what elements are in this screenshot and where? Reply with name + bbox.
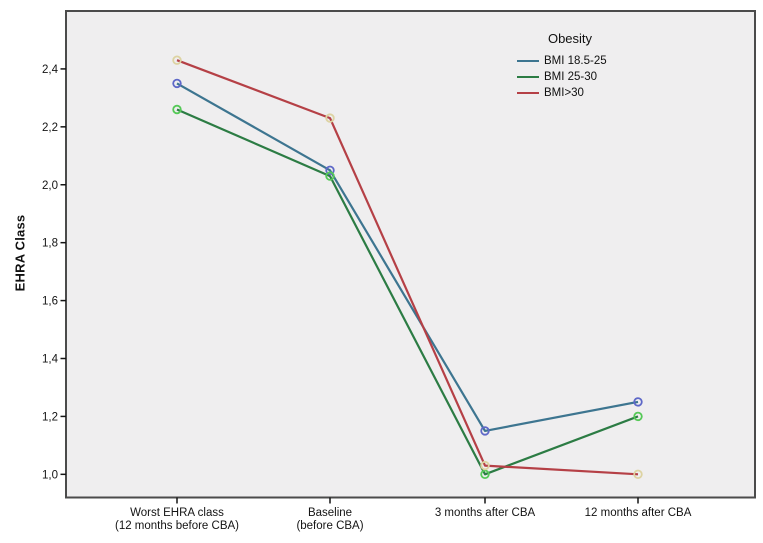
legend-item: BMI 18.5-25 <box>517 53 635 69</box>
data-point-marker <box>172 104 182 115</box>
data-point-marker <box>172 55 182 65</box>
legend-title: Obesity <box>547 31 593 46</box>
legend-item-label: BMI 25-30 <box>544 71 598 83</box>
data-point-marker <box>480 469 490 479</box>
data-point-marker <box>325 171 335 181</box>
data-point-marker <box>633 411 643 422</box>
series-line <box>176 82 639 432</box>
data-point-marker <box>633 397 643 407</box>
plot-area <box>65 10 756 499</box>
series-line <box>176 59 639 476</box>
data-point-marker <box>633 469 643 479</box>
data-point-marker <box>325 113 335 123</box>
series-line <box>176 108 639 476</box>
x-axis-tick-label: Worst EHRA class <box>130 507 224 519</box>
y-axis-title: EHRA Class <box>12 214 28 292</box>
legend-item-label: BMI>30 <box>544 87 584 99</box>
data-point-marker <box>325 165 335 175</box>
y-axis-tick-label: 2,2 <box>42 122 58 134</box>
y-axis-tick-label: 1,0 <box>42 469 58 481</box>
data-point-marker <box>172 78 182 89</box>
x-axis-tick-label: Baseline <box>308 507 352 519</box>
y-axis-tick-label: 1,6 <box>42 296 58 308</box>
y-axis-tick-label: 2,0 <box>42 180 58 192</box>
legend-swatch-line <box>517 60 539 62</box>
x-axis-tick-label: (before CBA) <box>296 520 363 532</box>
legend-item-label: BMI 18.5-25 <box>544 55 607 67</box>
data-point-marker <box>480 426 490 436</box>
data-point-marker <box>480 460 490 471</box>
x-axis-tick-label: 12 months after CBA <box>585 507 692 519</box>
legend-item: BMI>30 <box>517 85 635 101</box>
legend-item: BMI 25-30 <box>517 69 635 85</box>
y-axis-tick-label: 2,4 <box>42 64 59 76</box>
y-axis-tick-label: 1,2 <box>42 411 58 423</box>
y-axis-tick-label: 1,8 <box>42 238 58 250</box>
legend-swatch-line <box>517 92 539 94</box>
chart-legend: Obesity BMI 18.5-25 BMI 25-30 BMI>30 <box>505 31 635 101</box>
x-axis-tick-label: (12 months before CBA) <box>115 520 239 532</box>
legend-swatch-line <box>517 76 539 78</box>
y-axis-tick-label: 1,4 <box>42 354 59 366</box>
legend-items: BMI 18.5-25 BMI 25-30 BMI>30 <box>505 53 635 101</box>
x-axis-tick-label: 3 months after CBA <box>435 507 536 519</box>
